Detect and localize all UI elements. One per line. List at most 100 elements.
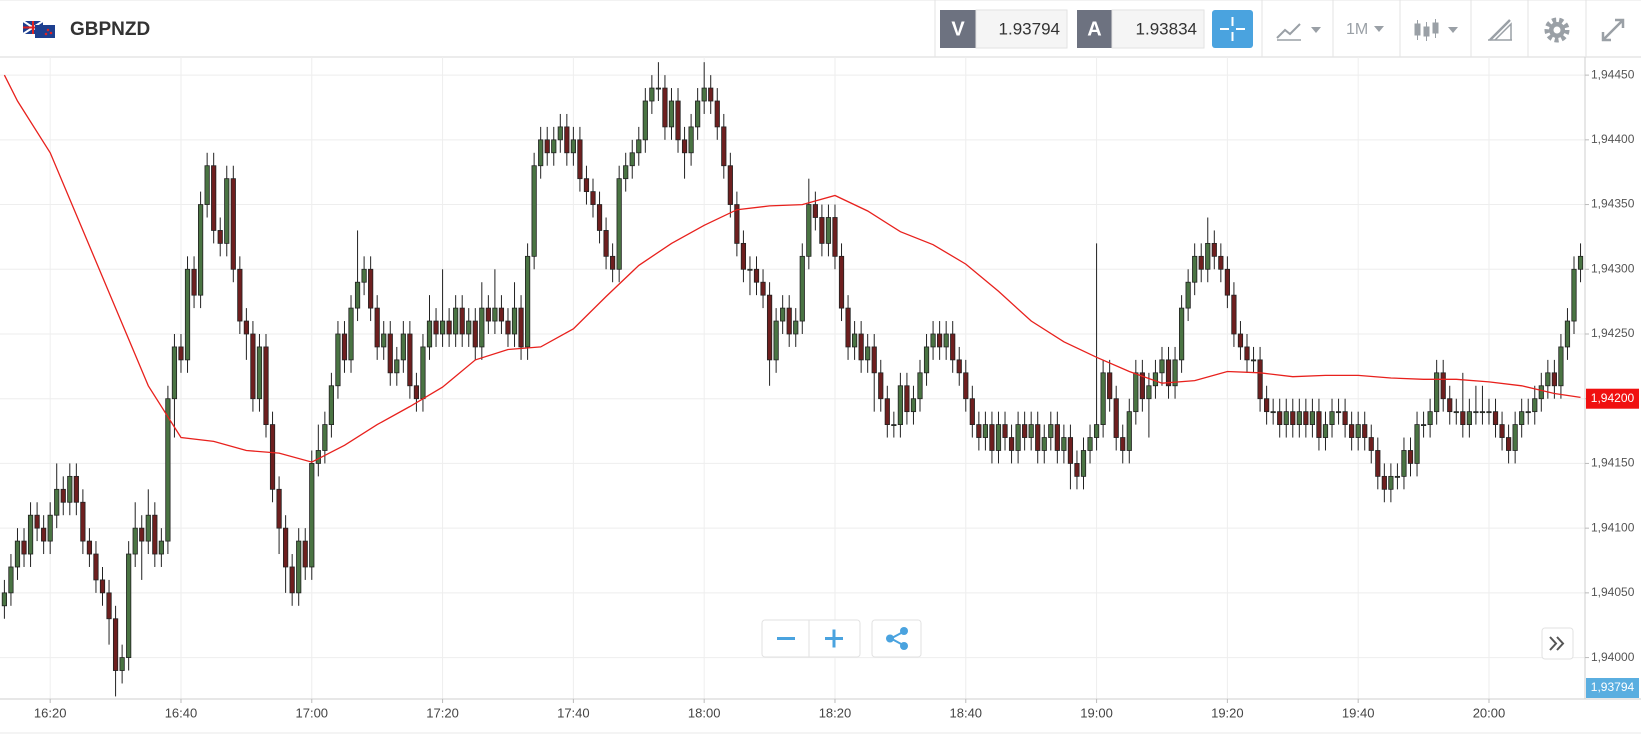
moving-average bbox=[3, 74, 1581, 463]
candle-body bbox=[479, 307, 485, 348]
toolbar-dividers bbox=[1261, 0, 1587, 57]
candle-body bbox=[1100, 372, 1106, 425]
candle-body bbox=[1453, 411, 1459, 414]
candle-body bbox=[662, 87, 668, 128]
candle-body bbox=[1447, 398, 1453, 413]
price-tag-box bbox=[1586, 388, 1639, 409]
candle-body bbox=[41, 527, 47, 542]
x-tick-label: 16:20 bbox=[34, 705, 67, 720]
candle-body bbox=[858, 333, 864, 361]
candle-body bbox=[688, 126, 694, 154]
candle-body bbox=[394, 359, 400, 374]
candle-body bbox=[217, 230, 223, 244]
settings-button[interactable] bbox=[1544, 17, 1570, 43]
candle-body bbox=[695, 100, 701, 128]
toolbar bbox=[0, 0, 1641, 57]
candle-body bbox=[1466, 411, 1472, 425]
candle-body bbox=[1492, 411, 1499, 425]
y-tick-label: 1,94350 bbox=[1591, 197, 1635, 211]
bid-box bbox=[975, 9, 1068, 49]
candle-body bbox=[439, 320, 446, 335]
drawing-tools-button[interactable] bbox=[1488, 19, 1512, 41]
candle-body bbox=[1473, 411, 1479, 414]
candle-body bbox=[930, 333, 936, 348]
candle-body bbox=[531, 165, 537, 257]
candle-body bbox=[1002, 424, 1008, 438]
candle-body bbox=[413, 385, 420, 400]
candle-body bbox=[923, 346, 930, 374]
bid-button[interactable] bbox=[940, 10, 976, 48]
candle-body bbox=[623, 165, 629, 180]
candle-body bbox=[852, 333, 858, 348]
x-tick-label: 18:00 bbox=[688, 705, 721, 720]
x-tick-label: 17:40 bbox=[557, 705, 590, 720]
candle-body bbox=[518, 307, 524, 348]
candle-body bbox=[1185, 281, 1191, 309]
candle-body bbox=[1512, 424, 1518, 451]
chart-type-button[interactable] bbox=[1276, 23, 1321, 41]
candle-body bbox=[328, 385, 335, 425]
timeframe: 1M bbox=[1346, 21, 1368, 38]
candle-body bbox=[701, 87, 707, 102]
candle-body bbox=[250, 333, 256, 400]
candle-body bbox=[335, 333, 341, 387]
candle-body bbox=[642, 100, 648, 141]
candle-body bbox=[1479, 411, 1486, 414]
candle-body bbox=[570, 139, 576, 154]
candle-body bbox=[1577, 255, 1584, 270]
candle-body bbox=[1126, 411, 1132, 451]
zoom-in-button[interactable] bbox=[825, 629, 843, 648]
candle-body bbox=[773, 320, 779, 361]
candle-body bbox=[590, 191, 596, 205]
candle-body bbox=[400, 333, 406, 361]
candle-body bbox=[655, 87, 662, 90]
candle-body bbox=[1008, 437, 1015, 451]
candle-body bbox=[446, 320, 452, 335]
candle-body bbox=[1152, 372, 1159, 387]
ask-button[interactable] bbox=[1077, 10, 1112, 48]
candle-body bbox=[1519, 411, 1525, 425]
candle-body bbox=[1224, 268, 1230, 296]
candle-body bbox=[1558, 346, 1564, 387]
share-button[interactable] bbox=[871, 619, 922, 658]
x-tick-label: 18:40 bbox=[950, 705, 983, 720]
candle-body bbox=[1342, 411, 1348, 425]
candle-body bbox=[80, 501, 86, 542]
candle-body bbox=[505, 320, 511, 335]
candle-body bbox=[1015, 424, 1021, 451]
x-tick-label: 20:00 bbox=[1473, 705, 1506, 720]
candle-body bbox=[1205, 242, 1211, 270]
crosshair-button[interactable] bbox=[1212, 10, 1253, 48]
ask-tag: A bbox=[1087, 18, 1101, 40]
candle-body bbox=[1231, 294, 1237, 335]
candle-body bbox=[1414, 424, 1420, 464]
candle-body bbox=[1571, 268, 1577, 322]
candle-body bbox=[276, 488, 282, 529]
x-tick-label: 18:20 bbox=[819, 705, 852, 720]
candle-body bbox=[793, 320, 799, 335]
candle-body bbox=[466, 320, 472, 335]
candle-body bbox=[171, 346, 178, 400]
candle-body bbox=[492, 307, 498, 322]
candle-body bbox=[937, 333, 943, 348]
candle-body bbox=[675, 100, 681, 141]
candle-body bbox=[1303, 411, 1309, 425]
candle-style-button[interactable] bbox=[1414, 19, 1458, 41]
candle-body bbox=[165, 398, 171, 542]
candle-body bbox=[1198, 255, 1204, 270]
candle-body bbox=[1296, 411, 1302, 425]
candle-body bbox=[1316, 411, 1322, 438]
candle-body bbox=[1264, 398, 1270, 413]
candle-body bbox=[1277, 411, 1283, 425]
scroll-to-end-button[interactable] bbox=[1541, 627, 1574, 660]
candle-body bbox=[1, 592, 8, 607]
candle-body bbox=[1120, 437, 1126, 451]
candle-body bbox=[610, 255, 616, 270]
candle-body bbox=[433, 320, 439, 335]
candle-body bbox=[583, 178, 590, 193]
timeframe-button[interactable]: 1M bbox=[1346, 21, 1384, 38]
x-tick-label: 19:20 bbox=[1211, 705, 1244, 720]
y-tick-label: 1,94000 bbox=[1591, 650, 1635, 664]
fullscreen-button[interactable] bbox=[1601, 18, 1625, 42]
candle-body bbox=[1237, 333, 1244, 348]
